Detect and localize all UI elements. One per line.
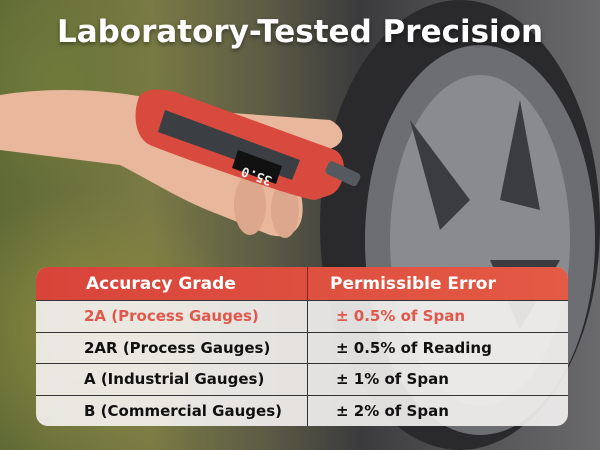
grade-cell: A (Industrial Gauges)	[36, 364, 308, 395]
table-header: Accuracy Grade Permissible Error	[36, 267, 568, 300]
grade-cell: 2A (Process Gauges)	[36, 301, 308, 332]
grade-cell: B (Commercial Gauges)	[36, 395, 308, 426]
table-row: 2AR (Process Gauges) ± 0.5% of Reading	[36, 331, 568, 363]
grade-cell: 2AR (Process Gauges)	[36, 332, 308, 363]
error-cell: ± 1% of Span	[336, 370, 449, 389]
error-cell: ± 0.5% of Reading	[336, 338, 492, 357]
page-title: Laboratory-Tested Precision	[56, 14, 544, 50]
error-cell: ± 0.5% of Span	[336, 307, 466, 326]
table-row: B (Commercial Gauges) ± 2% of Span	[36, 394, 568, 426]
table-row: 2A (Process Gauges) ± 0.5% of Span	[36, 300, 568, 332]
error-cell: ± 2% of Span	[336, 401, 449, 420]
accuracy-table: Accuracy Grade Permissible Error 2A (Pro…	[36, 267, 568, 426]
table-row: A (Industrial Gauges) ± 1% of Span	[36, 363, 568, 395]
header-accuracy-grade: Accuracy Grade	[36, 267, 308, 300]
tire-pressure-gauge: 35.0	[135, 89, 361, 200]
header-permissible-error: Permissible Error	[330, 273, 496, 294]
